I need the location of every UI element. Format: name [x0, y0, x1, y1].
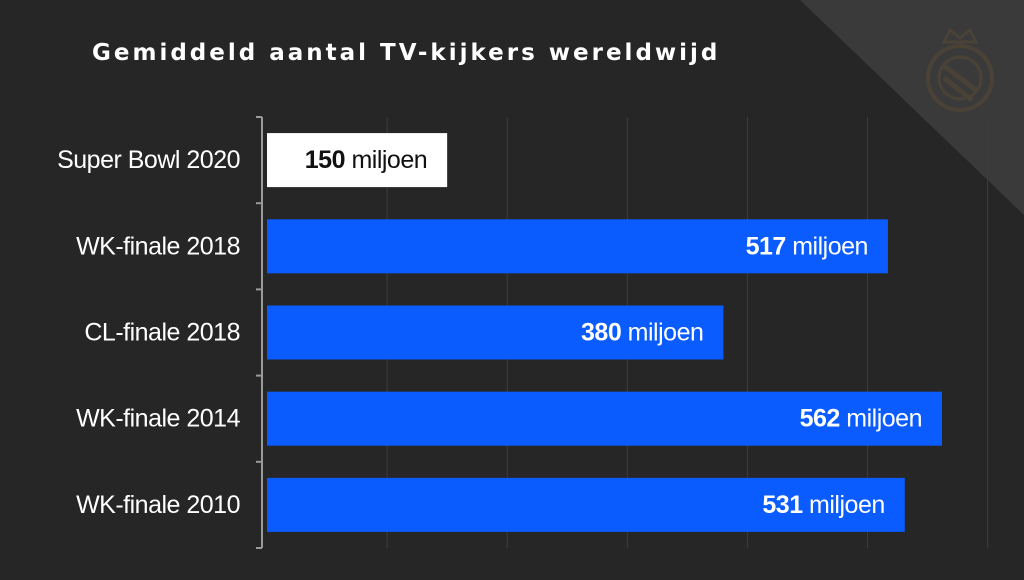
category-label: WK-finale 2014 [76, 405, 241, 433]
data-label: 531 miljoen [762, 491, 884, 519]
data-label: 517 miljoen [746, 232, 868, 260]
bar [267, 219, 888, 274]
category-label: CL-finale 2018 [84, 319, 240, 347]
data-label: 150 miljoen [305, 146, 427, 174]
bar [267, 133, 448, 188]
category-label: WK-finale 2010 [76, 491, 240, 519]
club-crest-icon [926, 27, 994, 112]
chart-title: Gemiddeld aantal TV-kijkers wereldwijd [92, 40, 721, 66]
corner-triangle [800, 0, 1024, 215]
bar [267, 305, 724, 360]
bar [267, 391, 942, 446]
data-label: 562 miljoen [800, 405, 922, 433]
category-label: WK-finale 2018 [76, 232, 240, 260]
bar [267, 477, 905, 532]
data-label: 380 miljoen [581, 319, 703, 347]
category-label: Super Bowl 2020 [57, 146, 240, 174]
